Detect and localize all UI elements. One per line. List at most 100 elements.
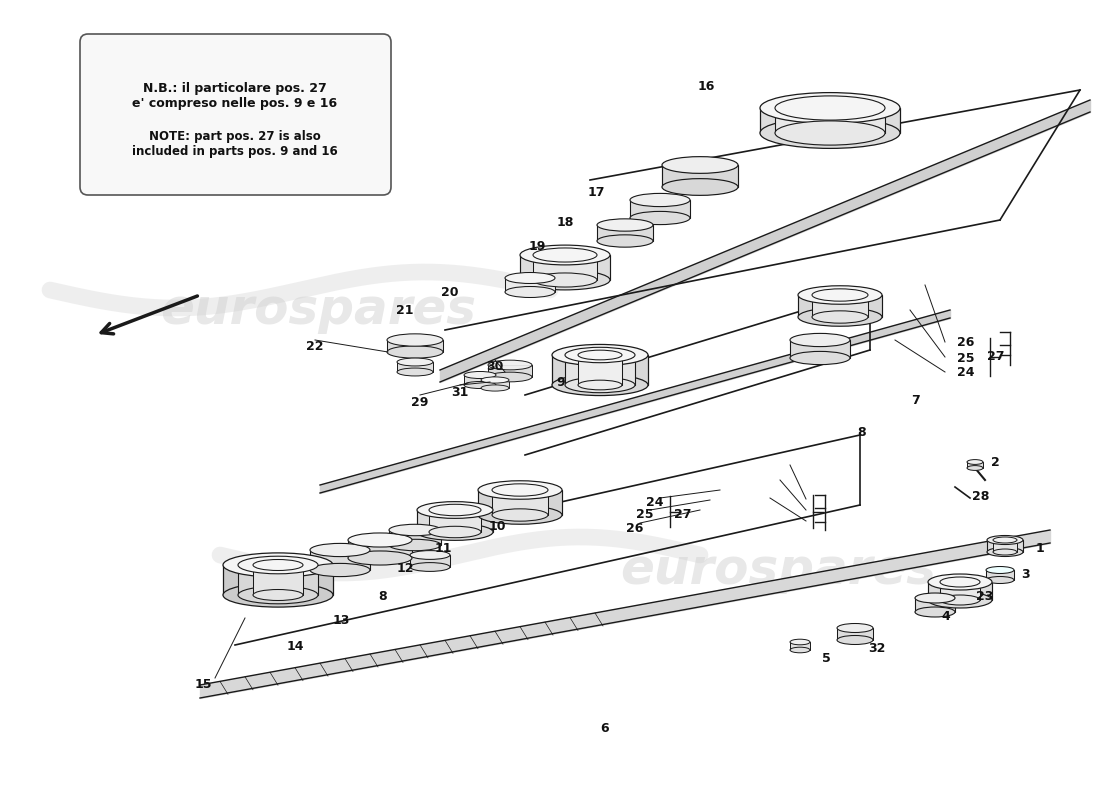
Ellipse shape: [993, 549, 1018, 555]
Text: 14: 14: [286, 641, 304, 654]
Text: eurospares: eurospares: [160, 286, 476, 334]
Ellipse shape: [310, 563, 370, 577]
Text: 31: 31: [451, 386, 469, 398]
Ellipse shape: [492, 484, 548, 496]
Text: 4: 4: [942, 610, 950, 623]
Polygon shape: [348, 540, 412, 558]
Ellipse shape: [348, 533, 412, 547]
Text: 32: 32: [868, 642, 886, 654]
Text: 21: 21: [396, 305, 414, 318]
Polygon shape: [488, 365, 532, 377]
Ellipse shape: [837, 635, 873, 645]
Polygon shape: [662, 165, 738, 187]
Ellipse shape: [534, 273, 597, 287]
Ellipse shape: [481, 385, 509, 391]
Ellipse shape: [565, 378, 635, 393]
Ellipse shape: [790, 334, 850, 346]
Polygon shape: [464, 375, 496, 385]
Text: 16: 16: [697, 81, 715, 94]
Ellipse shape: [520, 245, 610, 265]
Ellipse shape: [464, 371, 496, 378]
Polygon shape: [481, 380, 509, 388]
Text: eurospares: eurospares: [620, 546, 936, 594]
Ellipse shape: [798, 286, 882, 304]
Ellipse shape: [492, 509, 548, 521]
Text: 5: 5: [822, 651, 830, 665]
Polygon shape: [565, 355, 635, 385]
Ellipse shape: [760, 118, 900, 149]
Polygon shape: [798, 295, 882, 317]
Polygon shape: [520, 255, 610, 280]
Ellipse shape: [478, 481, 562, 499]
Polygon shape: [940, 582, 980, 600]
Text: 10: 10: [488, 521, 506, 534]
Ellipse shape: [760, 93, 900, 123]
Ellipse shape: [253, 559, 302, 570]
Ellipse shape: [478, 506, 562, 524]
Ellipse shape: [987, 535, 1023, 545]
Polygon shape: [986, 570, 1014, 580]
Ellipse shape: [986, 566, 1014, 574]
Polygon shape: [223, 565, 333, 595]
Ellipse shape: [578, 380, 621, 390]
Text: 26: 26: [626, 522, 644, 534]
Ellipse shape: [552, 374, 648, 395]
Ellipse shape: [928, 574, 992, 590]
Ellipse shape: [505, 286, 556, 298]
Ellipse shape: [812, 289, 868, 301]
Ellipse shape: [417, 524, 493, 540]
Polygon shape: [253, 565, 302, 595]
Ellipse shape: [790, 647, 810, 653]
Ellipse shape: [387, 334, 443, 346]
Polygon shape: [760, 108, 900, 133]
Ellipse shape: [238, 586, 318, 604]
Ellipse shape: [630, 194, 690, 206]
Polygon shape: [429, 510, 481, 532]
Text: N.B.: il particolare pos. 27
e' compreso nelle pos. 9 e 16: N.B.: il particolare pos. 27 e' compreso…: [132, 82, 338, 110]
Polygon shape: [967, 462, 983, 468]
Ellipse shape: [397, 368, 433, 376]
Ellipse shape: [429, 504, 481, 516]
Text: 22: 22: [306, 341, 323, 354]
Ellipse shape: [488, 360, 532, 370]
Ellipse shape: [837, 623, 873, 633]
Text: 15: 15: [195, 678, 211, 691]
Polygon shape: [238, 565, 318, 595]
Polygon shape: [397, 362, 433, 372]
Text: 2: 2: [991, 457, 1000, 470]
Polygon shape: [492, 490, 548, 515]
Ellipse shape: [987, 547, 1023, 557]
Ellipse shape: [387, 346, 443, 358]
Ellipse shape: [397, 358, 433, 366]
Polygon shape: [993, 540, 1018, 552]
Polygon shape: [776, 108, 886, 133]
Ellipse shape: [940, 595, 980, 605]
Polygon shape: [417, 510, 493, 532]
Ellipse shape: [505, 273, 556, 283]
Text: 17: 17: [587, 186, 605, 198]
FancyBboxPatch shape: [80, 34, 390, 195]
Text: 20: 20: [441, 286, 459, 298]
Ellipse shape: [662, 178, 738, 195]
Ellipse shape: [464, 382, 496, 389]
Ellipse shape: [223, 583, 333, 607]
Ellipse shape: [776, 121, 886, 145]
Ellipse shape: [429, 526, 481, 538]
Ellipse shape: [389, 524, 441, 536]
Ellipse shape: [993, 537, 1018, 543]
Ellipse shape: [481, 377, 509, 383]
Ellipse shape: [812, 311, 868, 323]
Text: 18: 18: [557, 215, 574, 229]
Text: 24: 24: [647, 495, 663, 509]
Ellipse shape: [310, 543, 370, 557]
Polygon shape: [987, 540, 1023, 552]
Polygon shape: [505, 278, 556, 292]
Text: 26: 26: [957, 335, 975, 349]
Ellipse shape: [776, 96, 886, 120]
Text: 12: 12: [396, 562, 414, 574]
Text: 28: 28: [972, 490, 990, 503]
Polygon shape: [389, 530, 441, 545]
Ellipse shape: [552, 345, 648, 366]
Ellipse shape: [534, 248, 597, 262]
Ellipse shape: [253, 590, 302, 601]
